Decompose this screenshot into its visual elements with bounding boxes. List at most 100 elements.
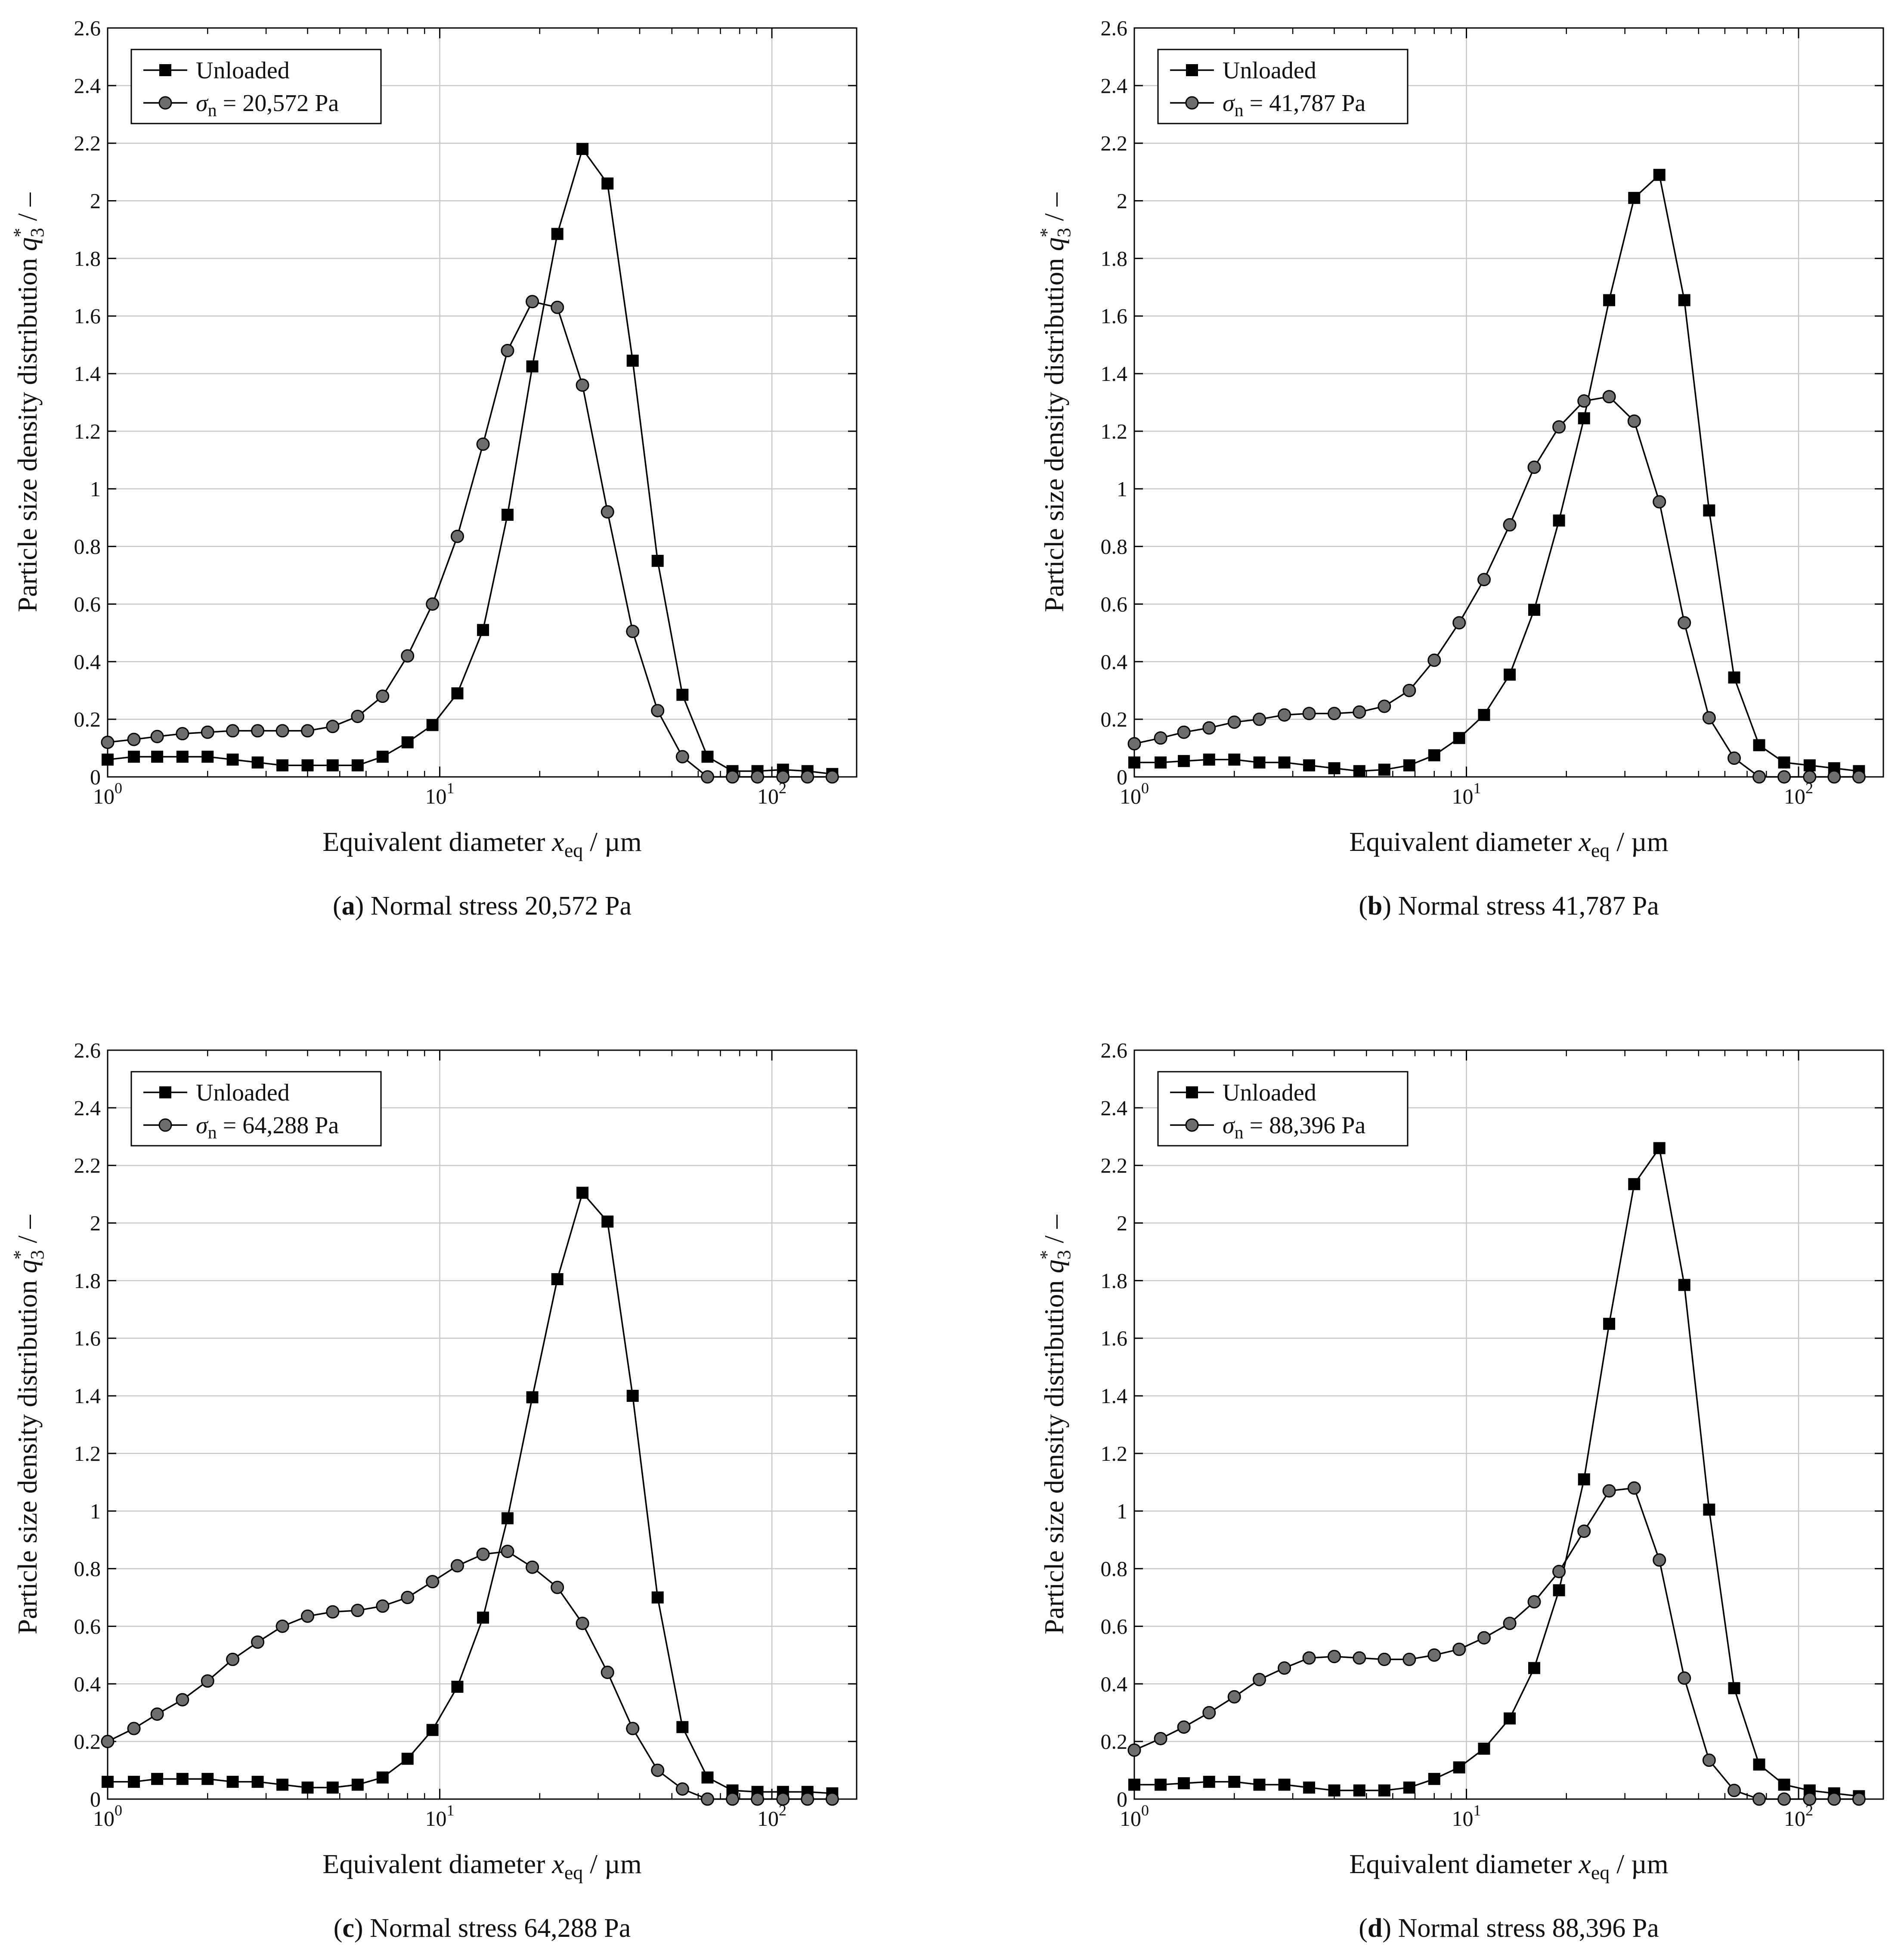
data-point xyxy=(576,1187,589,1199)
data-point xyxy=(1227,715,1241,729)
data-point xyxy=(1202,1706,1216,1719)
data-point xyxy=(1503,518,1517,532)
y-tick-label: 0.8 xyxy=(1101,1557,1128,1581)
x-tick-label: 100 xyxy=(93,779,122,808)
series-line xyxy=(107,1550,833,1800)
y-tick-label: 1.6 xyxy=(1101,304,1128,328)
panel-caption: (c) Normal stress 64,288 Pa xyxy=(334,1914,631,1943)
data-point xyxy=(526,1560,539,1574)
data-point xyxy=(376,1599,390,1613)
data-point xyxy=(127,733,141,746)
data-point xyxy=(1228,753,1241,766)
data-point xyxy=(1627,1481,1641,1495)
data-point xyxy=(301,1609,315,1623)
y-tick-label: 2.2 xyxy=(74,131,101,155)
legend-marker xyxy=(158,96,172,110)
data-point xyxy=(675,750,689,764)
data-point xyxy=(1603,1317,1616,1330)
data-point xyxy=(1577,1524,1591,1538)
plot-frame xyxy=(107,27,858,778)
y-tick-label: 2.4 xyxy=(74,74,101,98)
data-point xyxy=(1178,755,1190,767)
chart-panel-1: 0 0.2 0.4 0.6 0.8 1 1.2 1.4 1.6 1.8 2 2.2 2.4 2.6 100 1… xyxy=(9,16,858,921)
legend-marker xyxy=(1185,96,1199,110)
y-tick-label: 1.4 xyxy=(1101,1384,1128,1408)
data-point xyxy=(1302,1651,1316,1665)
data-point xyxy=(276,724,289,738)
legend-marker xyxy=(1186,1086,1198,1098)
data-point xyxy=(1478,1742,1490,1755)
x-tick-label: 100 xyxy=(1120,1802,1149,1831)
y-tick-label: 2.2 xyxy=(74,1153,101,1178)
data-point xyxy=(1253,756,1266,769)
data-point xyxy=(1478,709,1490,721)
x-tick-label: 101 xyxy=(425,1802,455,1831)
y-tick-label: 0.8 xyxy=(1101,535,1128,559)
data-point xyxy=(1628,1178,1641,1191)
y-tick-label: 2 xyxy=(1117,1211,1127,1235)
legend: Unloaded σn = 64,288 Pa xyxy=(130,1071,382,1147)
data-point xyxy=(551,1580,564,1594)
x-tick-label: 102 xyxy=(757,779,786,808)
data-point xyxy=(1178,1777,1190,1790)
data-point xyxy=(1803,759,1816,772)
legend-label: σn = 88,396 Pa xyxy=(1223,1112,1365,1143)
data-point xyxy=(351,1604,365,1617)
data-point xyxy=(1703,504,1715,516)
data-point xyxy=(551,228,563,240)
plot-frame xyxy=(1133,1049,1884,1800)
y-tick-label: 0.4 xyxy=(1101,1672,1128,1696)
data-point xyxy=(1578,412,1590,424)
data-point xyxy=(1678,1671,1691,1685)
y-tick-label: 1.8 xyxy=(1101,246,1128,270)
data-point xyxy=(1553,1584,1565,1596)
data-point xyxy=(526,1391,539,1404)
y-tick-label: 2.6 xyxy=(1101,16,1128,40)
series-loaded xyxy=(1127,1481,1866,1806)
legend: Unloaded σn = 88,396 Pa xyxy=(1157,1071,1409,1147)
data-point xyxy=(1155,1778,1167,1791)
data-point xyxy=(726,1792,740,1806)
data-point xyxy=(1203,1775,1215,1788)
y-tick-label: 1.2 xyxy=(74,419,101,443)
data-point xyxy=(1402,683,1416,697)
data-point xyxy=(1653,169,1666,181)
data-point xyxy=(701,1771,714,1784)
data-point xyxy=(1127,1743,1141,1757)
data-point xyxy=(426,719,439,731)
y-tick-label: 1 xyxy=(90,1499,101,1523)
x-axis-label: Equivalent diameter xeq / µm xyxy=(1349,1849,1668,1883)
data-point xyxy=(1752,770,1766,784)
data-point xyxy=(801,770,814,784)
data-point xyxy=(601,505,614,519)
data-point xyxy=(426,1724,439,1736)
x-tick-label: 101 xyxy=(1452,1802,1481,1831)
data-point xyxy=(128,1775,140,1788)
data-point xyxy=(701,751,714,763)
data-point xyxy=(1852,770,1866,784)
data-point xyxy=(102,1775,114,1788)
y-tick-label: 1.6 xyxy=(74,304,101,328)
data-point xyxy=(251,724,265,738)
y-tick-label: 1.6 xyxy=(74,1326,101,1350)
data-point xyxy=(401,1591,415,1605)
data-point xyxy=(1203,753,1215,766)
series-loaded xyxy=(101,1544,839,1806)
data-point xyxy=(825,770,839,784)
data-point xyxy=(1702,711,1716,725)
series-loaded xyxy=(101,295,839,784)
legend-label: σn = 41,787 Pa xyxy=(1223,90,1365,121)
data-point xyxy=(401,1753,414,1765)
data-point xyxy=(1504,668,1516,681)
y-tick-label: 2.4 xyxy=(1101,1096,1128,1120)
data-point xyxy=(501,344,514,358)
data-point xyxy=(201,1773,214,1785)
data-point xyxy=(1778,756,1790,769)
data-point xyxy=(776,1792,790,1806)
data-point xyxy=(1578,1473,1590,1486)
y-tick-label: 1.2 xyxy=(1101,419,1128,443)
data-point xyxy=(1728,671,1740,684)
y-tick-label: 1 xyxy=(90,477,101,501)
y-tick-label: 0 xyxy=(1117,765,1127,789)
legend-marker xyxy=(159,1086,171,1098)
